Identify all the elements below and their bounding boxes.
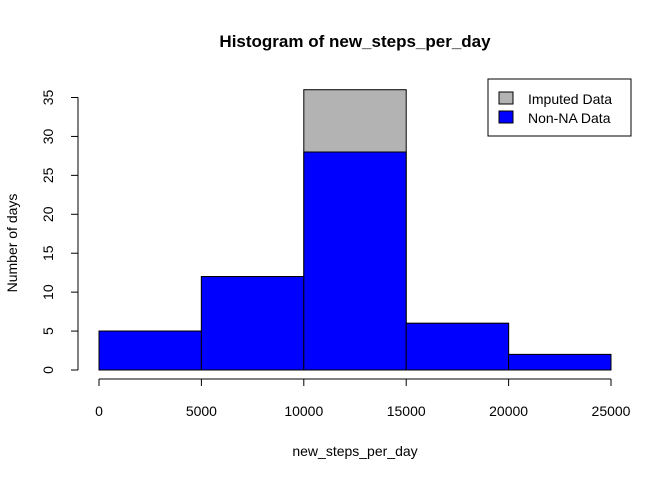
legend: Imputed Data Non-NA Data: [487, 78, 632, 137]
x-tick-label: 20000: [489, 403, 528, 419]
y-tick-label: 25: [40, 167, 56, 183]
y-tick-label: 10: [40, 284, 56, 300]
y-tick-label: 15: [40, 245, 56, 261]
bar-non-na-2: [303, 151, 407, 371]
x-tick-label: 0: [95, 403, 103, 419]
x-tick-label: 15000: [387, 403, 426, 419]
y-tick-label: 5: [40, 327, 56, 335]
y-tick-label: 35: [40, 90, 56, 106]
x-tick-label: 25000: [592, 403, 631, 419]
bars-group: [98, 89, 612, 371]
legend-swatch-non-na: [498, 110, 514, 124]
legend-swatch-imputed: [498, 91, 514, 105]
y-tick-label: 20: [40, 206, 56, 222]
bar-non-na-3: [405, 322, 510, 371]
bar-non-na-0: [98, 330, 202, 371]
y-axis-label: Number of days: [4, 194, 20, 293]
legend-label-imputed: Imputed Data: [528, 91, 612, 107]
y-tick-label: 30: [40, 128, 56, 144]
x-axis: 0 5000 10000 15000 20000 25000: [95, 378, 631, 419]
bar-non-na-1: [200, 276, 305, 371]
legend-box: [487, 78, 632, 137]
y-tick-label: 0: [40, 366, 56, 374]
legend-label-non-na: Non-NA Data: [528, 110, 611, 126]
x-tick-label: 5000: [186, 403, 217, 419]
x-axis-label: new_steps_per_day: [292, 443, 417, 459]
chart-title: Histogram of new_steps_per_day: [219, 32, 491, 51]
y-axis: 0 5 10 15 20 25 30 35: [40, 90, 79, 374]
x-tick-label: 10000: [284, 403, 323, 419]
bar-non-na-4: [508, 353, 612, 371]
